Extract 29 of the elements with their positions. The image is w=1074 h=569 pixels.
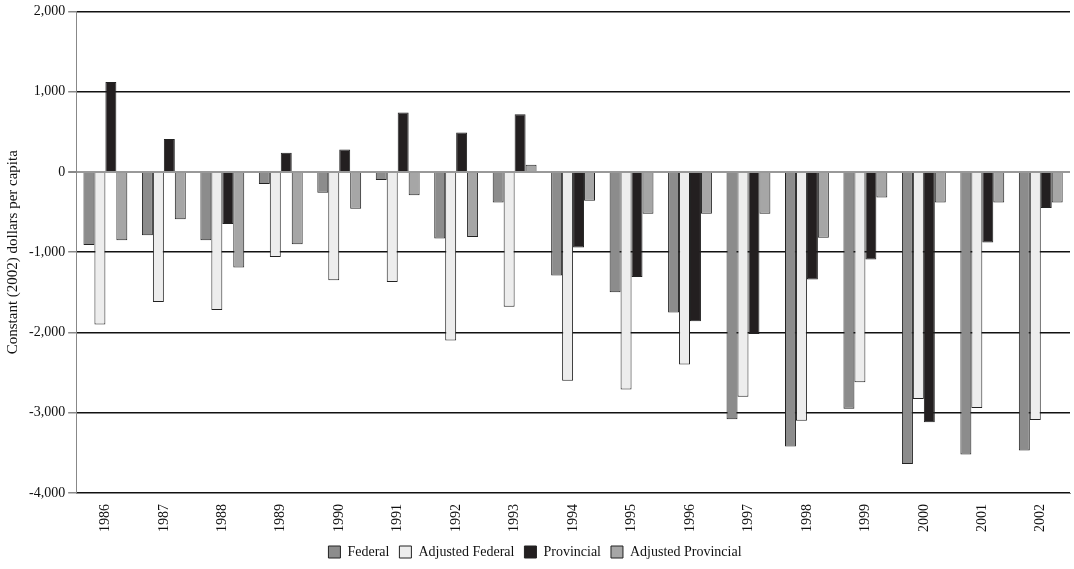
x-tick-label: 1988 bbox=[213, 504, 229, 532]
x-tick-label: 1998 bbox=[798, 504, 814, 532]
x-tick-label: 1987 bbox=[155, 504, 171, 532]
x-tick-label: 1997 bbox=[740, 504, 756, 532]
x-tick-label: 1996 bbox=[681, 504, 697, 532]
legend-label: Adjusted Provincial bbox=[629, 543, 742, 559]
y-tick-label: -4,000 bbox=[28, 484, 66, 500]
x-tick-label: 1995 bbox=[623, 504, 639, 532]
y-tick-label: 2,000 bbox=[33, 3, 66, 19]
legend-label: Adjusted Federal bbox=[418, 543, 515, 559]
legend-label: Federal bbox=[347, 543, 390, 559]
legend-label: Provincial bbox=[543, 543, 602, 559]
x-tick-label: 1990 bbox=[330, 504, 346, 532]
x-tick-label: 1994 bbox=[564, 504, 580, 532]
y-tick-label: 1,000 bbox=[33, 83, 66, 99]
x-tick-label: 1999 bbox=[857, 504, 873, 532]
y-tick-label: 0 bbox=[58, 163, 66, 179]
x-tick-label: 1993 bbox=[506, 504, 522, 532]
y-tick-label: -3,000 bbox=[28, 404, 66, 420]
y-tick-label: -2,000 bbox=[28, 324, 66, 340]
x-tick-label: 1991 bbox=[389, 504, 405, 532]
y-tick-label: -1,000 bbox=[28, 243, 66, 259]
x-tick-label: 2000 bbox=[915, 504, 931, 532]
y-axis-title: Constant (2002) dollars per capita bbox=[3, 149, 21, 355]
x-tick-label: 1992 bbox=[447, 504, 463, 532]
x-tick-label: 2001 bbox=[973, 504, 989, 532]
x-tick-label: 1989 bbox=[272, 504, 288, 532]
x-tick-label: 1986 bbox=[97, 504, 113, 532]
x-tick-label: 2002 bbox=[1032, 504, 1048, 532]
